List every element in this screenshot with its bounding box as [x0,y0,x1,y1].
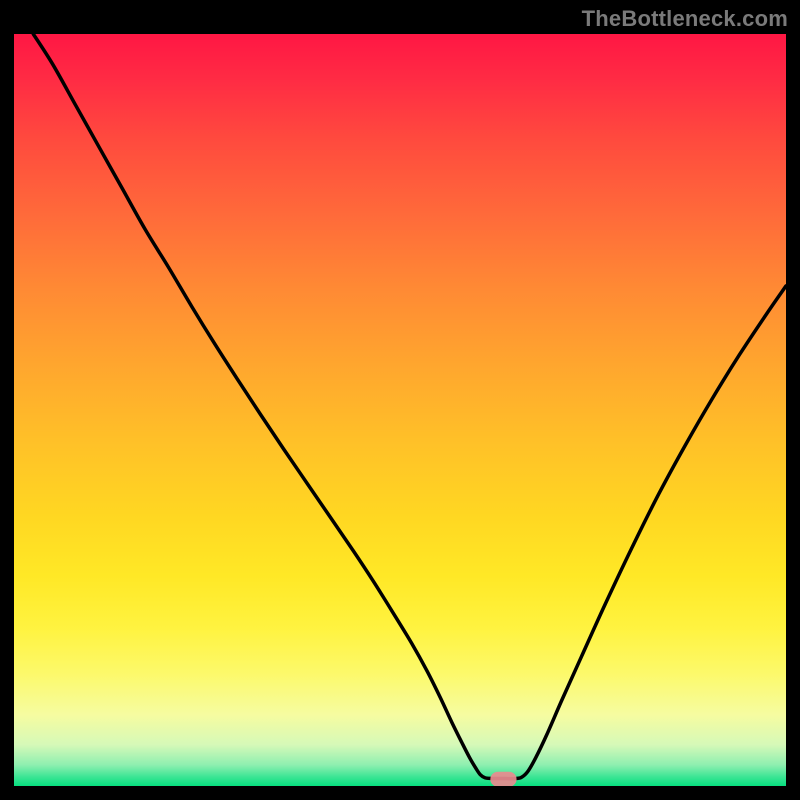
gradient-background [14,34,786,786]
watermark-text: TheBottleneck.com [582,6,788,32]
chart-svg [14,34,786,786]
outer-frame: TheBottleneck.com [0,0,800,800]
optimum-marker [490,772,516,786]
